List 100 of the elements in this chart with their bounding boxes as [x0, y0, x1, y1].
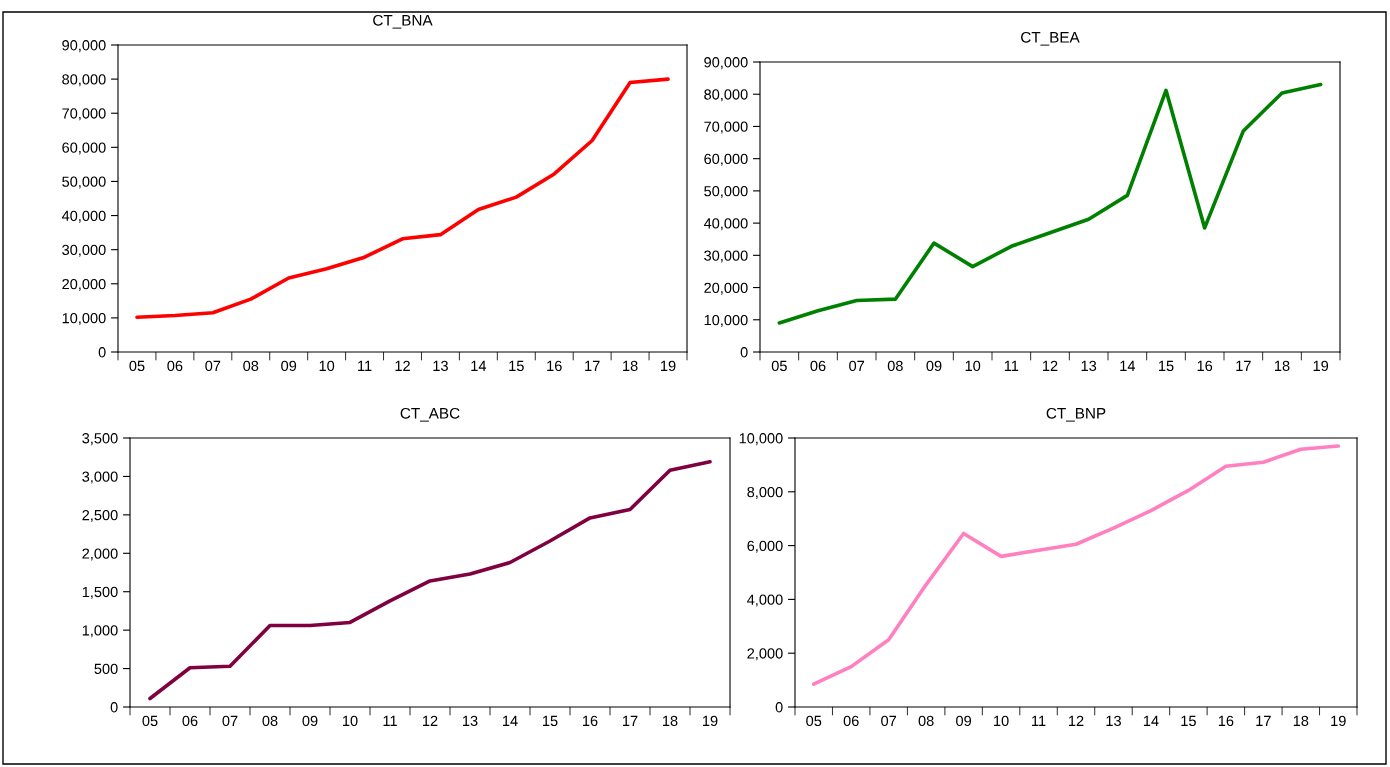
x-tick-label: 08	[887, 360, 903, 372]
x-tick-label: 11	[1032, 715, 1046, 726]
x-tick-label: 06	[843, 715, 859, 727]
x-tick-label: 06	[182, 715, 198, 727]
y-tick-label: 2,000	[747, 648, 783, 661]
x-tick-label: 19	[661, 360, 676, 372]
y-tick-label: 30,000	[62, 244, 106, 257]
x-tick-label: 18	[1275, 360, 1290, 372]
y-tick-label: 20,000	[62, 278, 106, 291]
x-tick-label: 08	[243, 360, 259, 372]
x-tick-label: 09	[281, 360, 297, 372]
x-tick-label: 05	[142, 715, 158, 727]
y-tick-label: 60,000	[704, 153, 748, 166]
y-tick-label: 20,000	[704, 282, 748, 295]
x-tick-label: 17	[1236, 360, 1251, 371]
x-tick-label: 17	[1256, 715, 1271, 726]
chart-title: CT_BNA	[373, 14, 433, 29]
x-tick-label: 07	[222, 715, 238, 727]
x-tick-label: 05	[806, 715, 822, 727]
y-tick-label: 90,000	[704, 57, 748, 70]
x-tick-label: 10	[965, 360, 981, 372]
x-tick-label: 11	[383, 715, 397, 726]
y-tick-label: 2,500	[82, 509, 118, 523]
x-tick-label: 13	[433, 360, 448, 372]
x-tick-label: 16	[1218, 715, 1234, 727]
x-tick-label: 05	[129, 360, 145, 372]
x-tick-label: 06	[167, 360, 183, 372]
x-tick-label: 09	[956, 715, 972, 727]
x-tick-label: 17	[623, 715, 638, 726]
y-tick-label: 10,000	[739, 433, 783, 446]
y-tick-label: 3,500	[82, 433, 118, 446]
x-tick-label: 15	[1159, 360, 1174, 372]
y-tick-label: 90,000	[62, 40, 106, 53]
x-tick-label: 13	[1081, 360, 1097, 372]
chart-title: CT_BNP	[1046, 407, 1106, 422]
y-tick-label: 1,000	[82, 625, 118, 638]
y-tick-label: 60,000	[62, 142, 106, 155]
x-tick-label: 10	[319, 360, 335, 372]
y-tick-label: 10,000	[62, 312, 106, 326]
line-series	[148, 460, 712, 701]
x-tick-label: 05	[771, 360, 787, 372]
chart-title: CT_BEA	[1021, 31, 1080, 46]
x-tick-label: 15	[543, 715, 558, 727]
y-tick-label: 2,000	[82, 548, 118, 561]
x-tick-label: 11	[1004, 360, 1019, 371]
x-tick-label: 12	[1043, 360, 1058, 371]
y-tick-label: 0	[775, 702, 783, 713]
line-series	[811, 444, 1341, 686]
x-tick-label: 18	[663, 715, 678, 727]
y-tick-label: 8,000	[747, 486, 783, 499]
x-tick-label: 09	[926, 360, 942, 372]
x-tick-label: 07	[881, 715, 897, 727]
x-tick-label: 15	[509, 360, 524, 372]
x-tick-label: 14	[1120, 360, 1136, 371]
y-tick-label: 50,000	[62, 176, 106, 189]
y-tick-label: 3,000	[82, 471, 118, 484]
y-tick-label: 500	[94, 663, 118, 674]
x-tick-label: 14	[503, 715, 518, 726]
x-tick-label: 15	[1181, 715, 1196, 727]
y-tick-label: 50,000	[704, 185, 748, 199]
y-tick-label: 40,000	[61, 210, 106, 223]
x-tick-label: 13	[463, 715, 478, 727]
y-tick-label: 10,000	[704, 314, 748, 327]
x-tick-label: 16	[583, 715, 598, 727]
x-tick-label: 10	[343, 715, 358, 727]
line-series	[777, 82, 1323, 325]
x-tick-label: 19	[1331, 715, 1346, 727]
x-tick-label: 18	[623, 360, 638, 372]
x-tick-label: 11	[358, 360, 372, 371]
y-tick-label: 40,000	[703, 218, 748, 231]
y-tick-label: 80,000	[62, 74, 106, 87]
x-tick-label: 12	[395, 360, 410, 371]
y-tick-label: 30,000	[704, 250, 748, 263]
x-tick-label: 12	[1069, 715, 1084, 726]
y-tick-label: 6,000	[747, 540, 783, 553]
x-tick-label: 10	[994, 715, 1009, 727]
y-tick-label: 0	[110, 702, 118, 713]
x-tick-label: 07	[849, 360, 865, 372]
y-tick-label: 0	[98, 347, 106, 358]
y-tick-label: 4,000	[747, 594, 783, 607]
x-tick-label: 17	[585, 360, 600, 371]
x-tick-label: 14	[1143, 715, 1159, 726]
x-tick-label: 07	[205, 360, 221, 372]
x-tick-label: 08	[262, 715, 278, 727]
x-tick-label: 08	[918, 715, 934, 727]
y-tick-label: 70,000	[62, 108, 106, 121]
x-tick-label: 12	[423, 715, 438, 726]
x-tick-label: 09	[302, 715, 318, 727]
y-tick-label: 0	[740, 347, 748, 358]
x-tick-label: 16	[1197, 360, 1213, 372]
x-tick-label: 13	[1106, 715, 1121, 727]
y-tick-label: 1,500	[82, 586, 118, 599]
y-tick-label: 70,000	[704, 121, 748, 134]
x-tick-label: 14	[471, 360, 487, 371]
x-tick-label: 16	[547, 360, 562, 372]
x-tick-label: 06	[810, 360, 826, 372]
x-tick-label: 19	[703, 715, 718, 727]
y-tick-label: 80,000	[704, 89, 748, 102]
x-tick-label: 19	[1313, 360, 1329, 372]
chart-title: CT_ABC	[400, 407, 460, 422]
